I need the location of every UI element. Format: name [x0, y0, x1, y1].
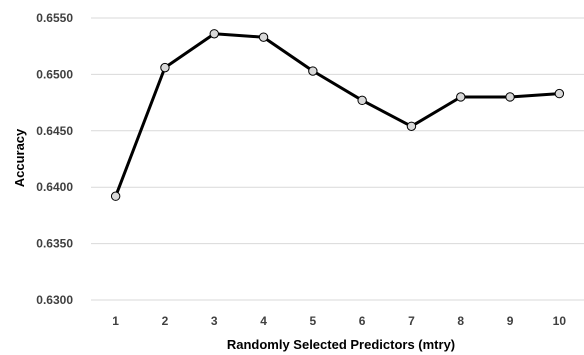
data-point-marker: [505, 92, 515, 102]
x-tick-label: 3: [211, 314, 218, 328]
y-tick-label: 0.6350: [36, 237, 73, 251]
data-point-marker: [209, 29, 219, 39]
x-tick-label: 4: [260, 314, 267, 328]
data-point-marker: [308, 66, 318, 76]
x-axis-ticks: 1 2 3 4 5 6 7 8 9 10: [112, 314, 566, 328]
x-tick-label: 2: [162, 314, 169, 328]
x-tick-label: 6: [359, 314, 366, 328]
data-points: [110, 29, 565, 201]
data-point-marker: [258, 32, 269, 42]
data-point-marker: [160, 62, 170, 73]
data-point-marker: [406, 121, 417, 131]
y-axis-title: Accuracy: [12, 128, 27, 187]
x-tick-label: 8: [457, 314, 464, 328]
data-point-marker: [357, 95, 367, 106]
y-tick-label: 0.6300: [36, 293, 73, 307]
gridlines: [91, 17, 584, 301]
x-axis-title: Randomly Selected Predictors (mtry): [227, 337, 455, 352]
data-point-marker: [456, 92, 466, 102]
data-point-marker: [110, 191, 121, 201]
y-tick-label: 0.6400: [36, 180, 73, 194]
x-tick-label: 10: [553, 314, 567, 328]
x-tick-label: 5: [310, 314, 317, 328]
y-tick-label: 0.6550: [36, 11, 73, 25]
y-tick-label: 0.6450: [36, 124, 73, 138]
y-tick-label: 0.6500: [36, 67, 73, 81]
x-tick-label: 1: [112, 314, 119, 328]
y-axis-ticks: 0.6300 0.6350 0.6400 0.6450 0.6500 0.6550: [36, 11, 73, 307]
accuracy-series-line: [114, 32, 560, 197]
x-tick-label: 7: [408, 314, 415, 328]
data-point-marker: [554, 88, 565, 99]
x-tick-label: 9: [507, 314, 514, 328]
